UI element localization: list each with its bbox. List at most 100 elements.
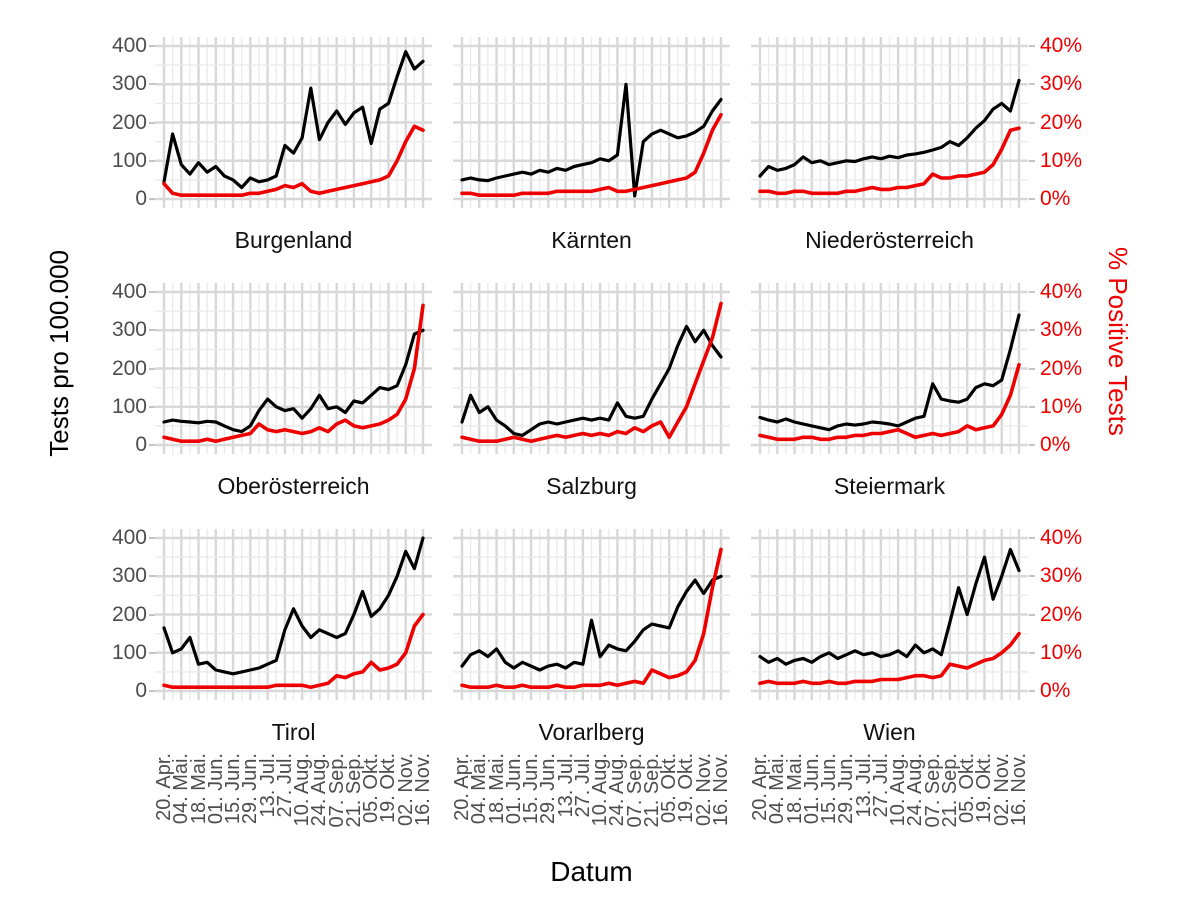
y-tick-label: 100: [111, 640, 147, 664]
y-tick-label: 400: [111, 526, 147, 549]
right-axis-tick: [1029, 613, 1035, 616]
right-axis-tick: [1029, 575, 1035, 578]
right-y-tick-label: 40%: [1040, 280, 1083, 303]
tests-line: [758, 78, 1021, 178]
tests-line: [162, 536, 425, 676]
y-tick-label: 300: [111, 318, 147, 342]
panel-kärnten: [453, 37, 730, 208]
y-tick-label: 0: [135, 187, 147, 210]
right-y-tick-label: 40%: [1040, 526, 1083, 549]
y-axis-tick: [149, 159, 155, 162]
right-axis-tick: [1029, 690, 1035, 692]
right-y-tick-label: 30%: [1040, 564, 1083, 588]
tests-line: [162, 50, 425, 190]
facet-label-oberösterreich: Oberösterreich: [217, 473, 370, 499]
y-axis-tick: [149, 690, 155, 692]
right-y-tick-label: 0%: [1040, 433, 1071, 456]
positive-line: [460, 113, 723, 197]
positive-line: [758, 362, 1021, 442]
y-axis-tick: [149, 329, 155, 332]
facet-label-wien: Wien: [863, 719, 916, 745]
right-y-tick-label: 20%: [1040, 356, 1083, 380]
positive-line: [758, 631, 1021, 686]
right-axis-tick: [1029, 291, 1035, 293]
y-axis-tick: [149, 651, 155, 654]
y-tick-label: 300: [111, 72, 147, 96]
tests-line: [758, 547, 1021, 666]
positive-line: [460, 301, 723, 443]
tests-line: [460, 82, 723, 198]
right-axis-tick: [1029, 121, 1035, 124]
x-tick-label: 16. Nov.: [412, 753, 434, 826]
facet-label-tirol: Tirol: [271, 719, 316, 745]
positive-line: [162, 303, 425, 443]
right-axis-tick: [1029, 367, 1035, 370]
right-axis-title: % Positive Tests: [1103, 247, 1133, 436]
panel-steiermark: [751, 283, 1028, 454]
facet-label-salzburg: Salzburg: [546, 473, 637, 499]
y-tick-label: 0: [135, 433, 147, 456]
y-axis-tick: [149, 291, 155, 293]
y-axis-tick: [149, 537, 155, 539]
right-axis-tick: [1029, 45, 1035, 47]
right-y-tick-label: 0%: [1040, 187, 1071, 210]
y-tick-label: 200: [111, 110, 147, 134]
y-axis-tick: [149, 121, 155, 124]
x-axis-title: Datum: [550, 856, 633, 887]
positive-line: [162, 124, 425, 197]
right-axis-tick: [1029, 159, 1035, 162]
y-axis-tick: [149, 613, 155, 616]
panel-burgenland: [155, 37, 432, 208]
right-axis-tick: [1029, 651, 1035, 654]
y-tick-label: 200: [111, 602, 147, 626]
facet-label-kärnten: Kärnten: [551, 227, 632, 253]
x-tick-label: 16. Nov.: [710, 753, 732, 826]
right-y-tick-label: 20%: [1040, 110, 1083, 134]
facet-label-vorarlberg: Vorarlberg: [538, 719, 645, 745]
panel-wien: [751, 529, 1028, 700]
y-axis-tick: [149, 198, 155, 200]
panel-vorarlberg: [453, 529, 730, 700]
facet-label-niederösterreich: Niederösterreich: [805, 227, 974, 253]
facet-label-burgenland: Burgenland: [234, 227, 353, 253]
y-tick-label: 100: [111, 148, 147, 172]
right-axis-tick: [1029, 83, 1035, 86]
y-axis-tick: [149, 83, 155, 86]
positive-line: [162, 612, 425, 689]
facet-label-steiermark: Steiermark: [833, 473, 946, 499]
y-tick-label: 0: [135, 679, 147, 702]
positive-line: [758, 126, 1021, 196]
tests-line: [162, 328, 425, 434]
right-y-tick-label: 0%: [1040, 679, 1071, 702]
right-y-tick-label: 40%: [1040, 34, 1083, 57]
tests-line: [460, 574, 723, 672]
tests-line: [460, 324, 723, 437]
right-axis-tick: [1029, 444, 1035, 446]
right-axis-tick: [1029, 405, 1035, 408]
y-tick-label: 300: [111, 564, 147, 588]
right-y-tick-label: 10%: [1040, 394, 1083, 418]
x-tick-label: 16. Nov.: [1008, 753, 1030, 826]
panel-oberösterreich: [155, 283, 432, 454]
y-tick-label: 400: [111, 34, 147, 57]
y-tick-label: 200: [111, 356, 147, 380]
right-axis-tick: [1029, 537, 1035, 539]
right-y-tick-label: 20%: [1040, 602, 1083, 626]
left-axis-title: Tests pro 100.000: [44, 250, 74, 457]
y-tick-label: 100: [111, 394, 147, 418]
y-tick-label: 400: [111, 280, 147, 303]
positive-line: [460, 547, 723, 689]
panel-tirol: [155, 529, 432, 700]
panel-niederösterreich: [751, 37, 1028, 208]
right-y-tick-label: 10%: [1040, 148, 1083, 172]
right-axis-tick: [1029, 198, 1035, 200]
right-y-tick-label: 30%: [1040, 318, 1083, 342]
right-axis-tick: [1029, 329, 1035, 332]
y-axis-tick: [149, 45, 155, 47]
tests-line: [758, 313, 1021, 432]
right-y-tick-label: 10%: [1040, 640, 1083, 664]
right-y-tick-label: 30%: [1040, 72, 1083, 96]
y-axis-tick: [149, 444, 155, 446]
panel-salzburg: [453, 283, 730, 454]
